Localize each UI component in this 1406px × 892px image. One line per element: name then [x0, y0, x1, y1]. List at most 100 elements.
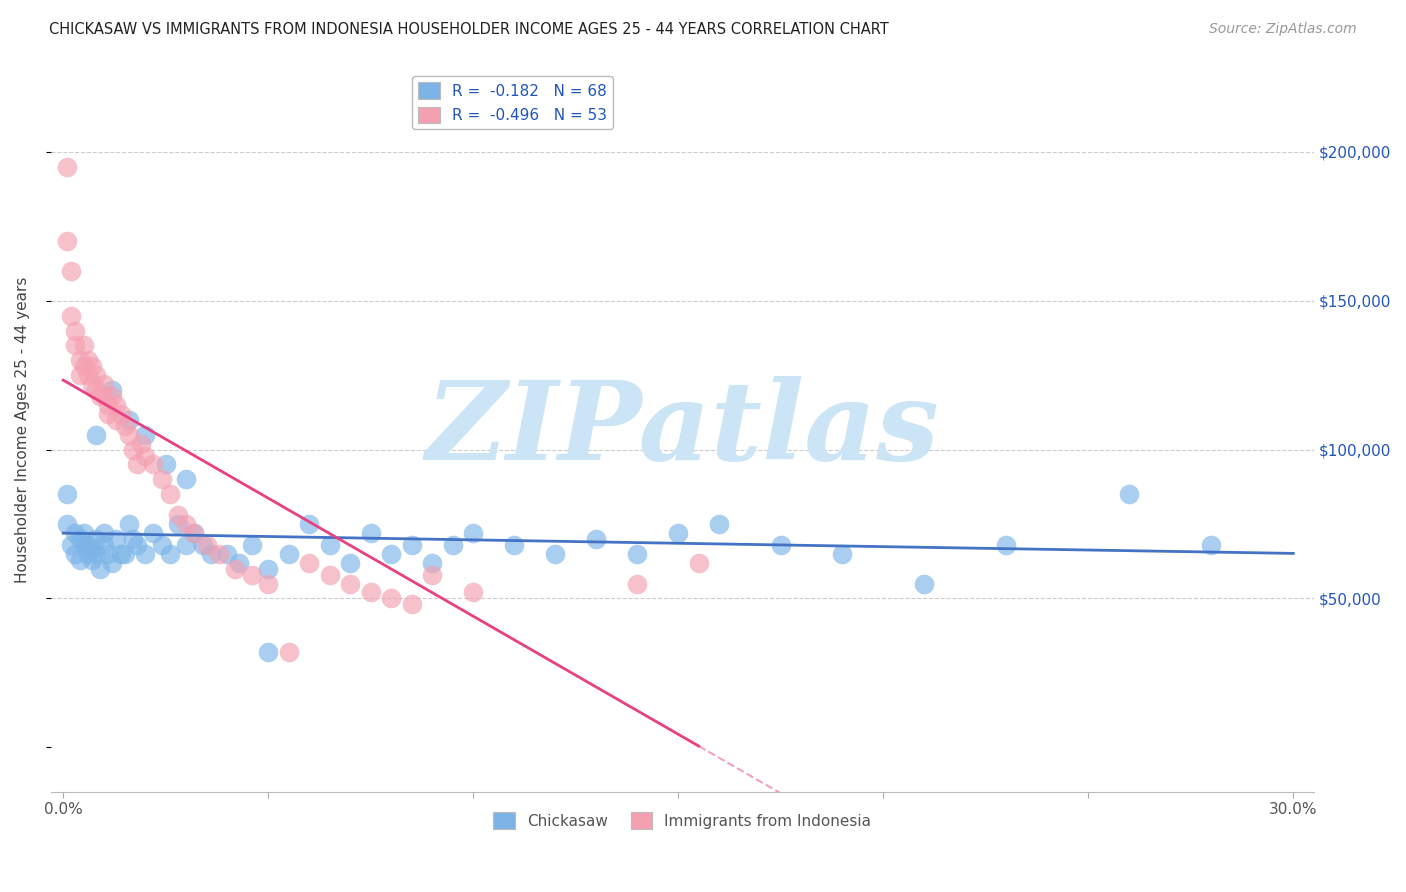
- Point: [80, 541, 103, 555]
- Point: [626, 547, 648, 561]
- Point: [228, 556, 250, 570]
- Point: [72, 538, 94, 552]
- Point: [80, 553, 103, 567]
- Point: [121, 532, 143, 546]
- Point: [65, 338, 87, 352]
- Point: [76, 547, 98, 561]
- Point: [72, 338, 94, 352]
- Point: [142, 458, 165, 472]
- Point: [298, 556, 321, 570]
- Point: [401, 538, 423, 552]
- Point: [277, 645, 299, 659]
- Point: [544, 547, 567, 561]
- Point: [84, 547, 107, 561]
- Point: [93, 525, 115, 540]
- Point: [150, 538, 173, 552]
- Point: [93, 538, 115, 552]
- Point: [167, 508, 190, 522]
- Point: [174, 516, 197, 531]
- Point: [585, 532, 607, 546]
- Point: [150, 472, 173, 486]
- Point: [200, 547, 222, 561]
- Point: [56, 516, 79, 531]
- Point: [56, 234, 79, 248]
- Point: [666, 525, 689, 540]
- Point: [110, 547, 132, 561]
- Point: [60, 538, 83, 552]
- Point: [420, 567, 443, 582]
- Point: [155, 458, 177, 472]
- Point: [65, 525, 87, 540]
- Point: [257, 562, 280, 576]
- Point: [72, 525, 94, 540]
- Point: [97, 398, 120, 412]
- Point: [339, 556, 361, 570]
- Point: [441, 538, 464, 552]
- Point: [129, 436, 152, 450]
- Point: [183, 525, 205, 540]
- Point: [114, 418, 136, 433]
- Point: [118, 516, 141, 531]
- Point: [84, 383, 107, 397]
- Point: [159, 487, 181, 501]
- Point: [69, 353, 91, 368]
- Point: [277, 547, 299, 561]
- Point: [1118, 487, 1140, 501]
- Point: [208, 547, 231, 561]
- Point: [80, 377, 103, 392]
- Point: [159, 547, 181, 561]
- Text: CHICKASAW VS IMMIGRANTS FROM INDONESIA HOUSEHOLDER INCOME AGES 25 - 44 YEARS COR: CHICKASAW VS IMMIGRANTS FROM INDONESIA H…: [49, 22, 889, 37]
- Point: [84, 532, 107, 546]
- Point: [298, 516, 321, 531]
- Point: [240, 538, 263, 552]
- Point: [318, 538, 340, 552]
- Point: [101, 383, 124, 397]
- Point: [142, 525, 165, 540]
- Point: [89, 562, 111, 576]
- Point: [56, 487, 79, 501]
- Point: [709, 516, 731, 531]
- Point: [76, 368, 98, 383]
- Point: [84, 427, 107, 442]
- Point: [93, 377, 115, 392]
- Point: [318, 567, 340, 582]
- Point: [240, 567, 263, 582]
- Point: [688, 556, 710, 570]
- Point: [118, 413, 141, 427]
- Point: [769, 538, 792, 552]
- Point: [995, 538, 1018, 552]
- Point: [380, 547, 402, 561]
- Point: [463, 585, 485, 599]
- Point: [121, 442, 143, 457]
- Point: [503, 538, 526, 552]
- Point: [60, 264, 83, 278]
- Point: [89, 389, 111, 403]
- Point: [463, 525, 485, 540]
- Point: [167, 516, 190, 531]
- Point: [134, 427, 156, 442]
- Text: Source: ZipAtlas.com: Source: ZipAtlas.com: [1209, 22, 1357, 37]
- Point: [125, 458, 148, 472]
- Point: [65, 547, 87, 561]
- Point: [134, 547, 156, 561]
- Point: [224, 562, 246, 576]
- Point: [420, 556, 443, 570]
- Point: [626, 576, 648, 591]
- Text: ZIPatlas: ZIPatlas: [426, 376, 939, 484]
- Point: [80, 359, 103, 374]
- Point: [72, 359, 94, 374]
- Point: [76, 353, 98, 368]
- Point: [1199, 538, 1222, 552]
- Y-axis label: Householder Income Ages 25 - 44 years: Householder Income Ages 25 - 44 years: [15, 277, 30, 583]
- Point: [69, 368, 91, 383]
- Point: [831, 547, 853, 561]
- Point: [56, 160, 79, 174]
- Point: [257, 576, 280, 591]
- Point: [114, 547, 136, 561]
- Point: [174, 472, 197, 486]
- Point: [76, 538, 98, 552]
- Point: [195, 538, 218, 552]
- Point: [134, 449, 156, 463]
- Point: [174, 538, 197, 552]
- Point: [105, 398, 128, 412]
